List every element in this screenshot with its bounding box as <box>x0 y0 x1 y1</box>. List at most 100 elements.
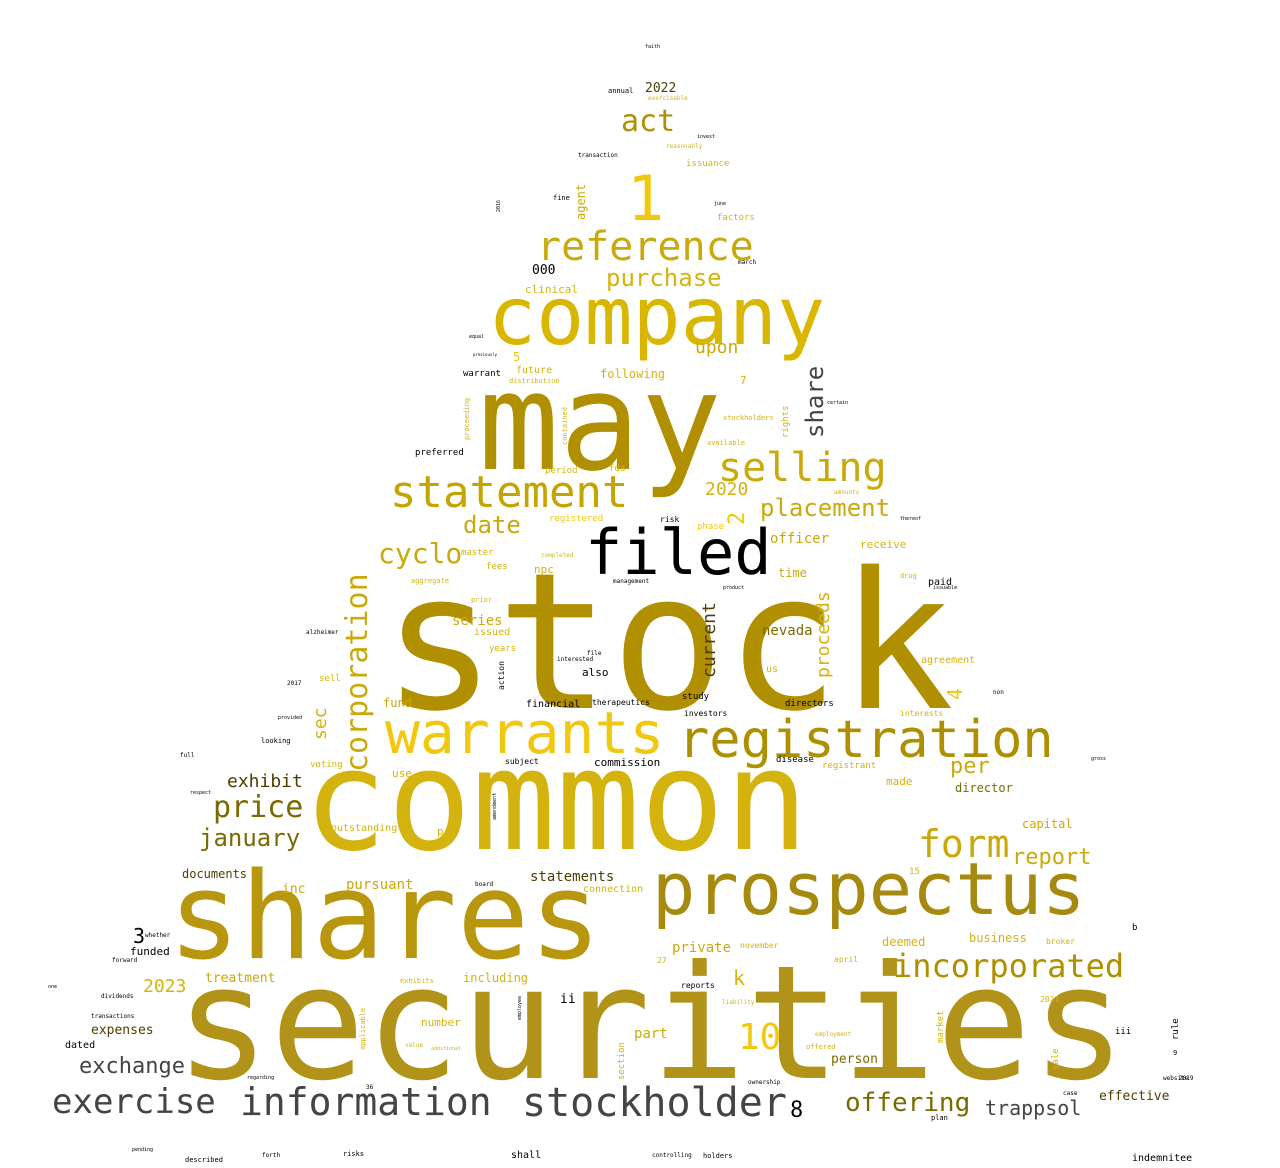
cloud-word: 2016 <box>496 199 502 212</box>
cloud-word: ii <box>560 992 576 1007</box>
cloud-word: including <box>463 971 529 985</box>
cloud-word: director <box>955 781 1013 795</box>
cloud-word: plan <box>931 1114 948 1122</box>
cloud-word: liability <box>722 999 755 1006</box>
cloud-word: made <box>886 775 913 788</box>
cloud-word: annual <box>608 87 634 95</box>
cloud-word: provided <box>278 715 303 721</box>
cloud-word: 4 <box>943 687 967 700</box>
cloud-word: ownership <box>748 1079 781 1086</box>
cloud-word: date <box>463 511 521 539</box>
cloud-word: november <box>740 941 779 950</box>
cloud-word: form <box>918 822 1010 866</box>
cloud-word: exhibits <box>400 977 434 985</box>
cloud-word: use <box>392 767 412 780</box>
cloud-word: one <box>48 984 58 990</box>
cloud-word: non <box>993 689 1004 696</box>
cloud-word: fund <box>383 696 412 710</box>
cloud-word: us <box>766 664 779 675</box>
cloud-word: agreement <box>921 655 976 666</box>
cloud-word: 8 <box>790 1098 804 1123</box>
cloud-word: incorporated <box>893 947 1125 985</box>
cloud-word: treatment <box>205 971 276 986</box>
cloud-word: business <box>969 931 1027 945</box>
cloud-word: corporation <box>340 573 375 772</box>
cloud-word: share <box>801 365 829 438</box>
cloud-word: reasonably <box>666 143 703 150</box>
cloud-word: 2017 <box>287 680 302 687</box>
cloud-word: 2021 <box>1040 995 1060 1004</box>
cloud-word: 10 <box>738 1017 782 1058</box>
cloud-word: investors <box>684 709 728 718</box>
cloud-word: future <box>516 365 553 376</box>
cloud-word: website <box>1163 1075 1189 1082</box>
cloud-word: cyclo <box>378 537 463 570</box>
cloud-word: sec <box>310 707 331 740</box>
cloud-word: 2023 <box>143 976 187 997</box>
cloud-word: 36 <box>366 1084 374 1091</box>
cloud-word: effective <box>1099 1089 1170 1104</box>
cloud-word: additional <box>431 1046 462 1052</box>
cloud-word: connection <box>583 884 644 895</box>
cloud-word: statements <box>530 869 615 885</box>
cloud-word: price <box>213 790 304 825</box>
cloud-word: indemnitee <box>1132 1153 1193 1164</box>
cloud-word: 7 <box>740 374 747 387</box>
cloud-word: board <box>475 881 494 888</box>
cloud-word: action <box>497 661 506 690</box>
cloud-word: section <box>617 1042 627 1080</box>
cloud-word: management <box>613 578 650 585</box>
cloud-word: pending <box>132 1147 154 1153</box>
cloud-word: period <box>545 466 578 476</box>
cloud-word: registered <box>549 514 604 524</box>
cloud-word: risks <box>343 1150 365 1158</box>
cloud-word: drug <box>900 572 917 580</box>
cloud-word: deemed <box>882 935 926 949</box>
cloud-word: proceeds <box>813 591 834 678</box>
cloud-word: 9 <box>1173 1049 1178 1057</box>
cloud-word: shares <box>168 848 602 987</box>
cloud-word: upon <box>695 337 739 358</box>
cloud-word: available <box>707 439 745 447</box>
cloud-word: may <box>478 344 722 501</box>
cloud-word: capital <box>1022 817 1073 831</box>
cloud-word: respect <box>190 790 212 796</box>
cloud-word: stockholders <box>723 414 774 422</box>
cloud-word: act <box>621 104 676 139</box>
cloud-word: part <box>634 1026 668 1042</box>
cloud-word: 1 <box>627 162 665 235</box>
cloud-word: regarding <box>247 1075 275 1081</box>
cloud-word: common <box>303 720 809 883</box>
cloud-word: fine <box>553 194 570 202</box>
cloud-word: described <box>185 1156 223 1164</box>
cloud-word: trappsol <box>985 1096 1082 1120</box>
cloud-word: file <box>587 650 602 657</box>
cloud-word: officer <box>770 531 830 547</box>
cloud-word: information <box>240 1080 492 1124</box>
cloud-word: exhibit <box>227 771 303 792</box>
cloud-word: dated <box>65 1040 96 1051</box>
cloud-word: sell <box>319 674 341 684</box>
cloud-word: issuance <box>686 159 730 169</box>
cloud-word: value <box>405 1042 424 1049</box>
cloud-word: certain <box>827 400 849 406</box>
cloud-word: rights <box>781 405 791 438</box>
cloud-word: securities <box>175 932 1127 1116</box>
cloud-word: distribution <box>509 377 560 385</box>
cloud-word: june <box>714 201 727 207</box>
cloud-word: fees <box>486 562 508 572</box>
cloud-word: aggregate <box>411 577 449 585</box>
cloud-word: april <box>834 955 859 964</box>
cloud-word: exchange <box>79 1054 185 1079</box>
cloud-word: 000 <box>532 263 556 278</box>
cloud-word: exercisable <box>648 95 688 102</box>
cloud-word: phase <box>697 522 725 532</box>
cloud-word: previously <box>473 352 498 357</box>
cloud-word: issued <box>474 627 511 638</box>
cloud-word: alzheimer <box>306 629 339 636</box>
cloud-word: documents <box>182 867 248 881</box>
cloud-word: therapeutics <box>592 698 650 707</box>
cloud-word: registration <box>678 710 1054 770</box>
cloud-word: rule <box>1171 1018 1181 1040</box>
